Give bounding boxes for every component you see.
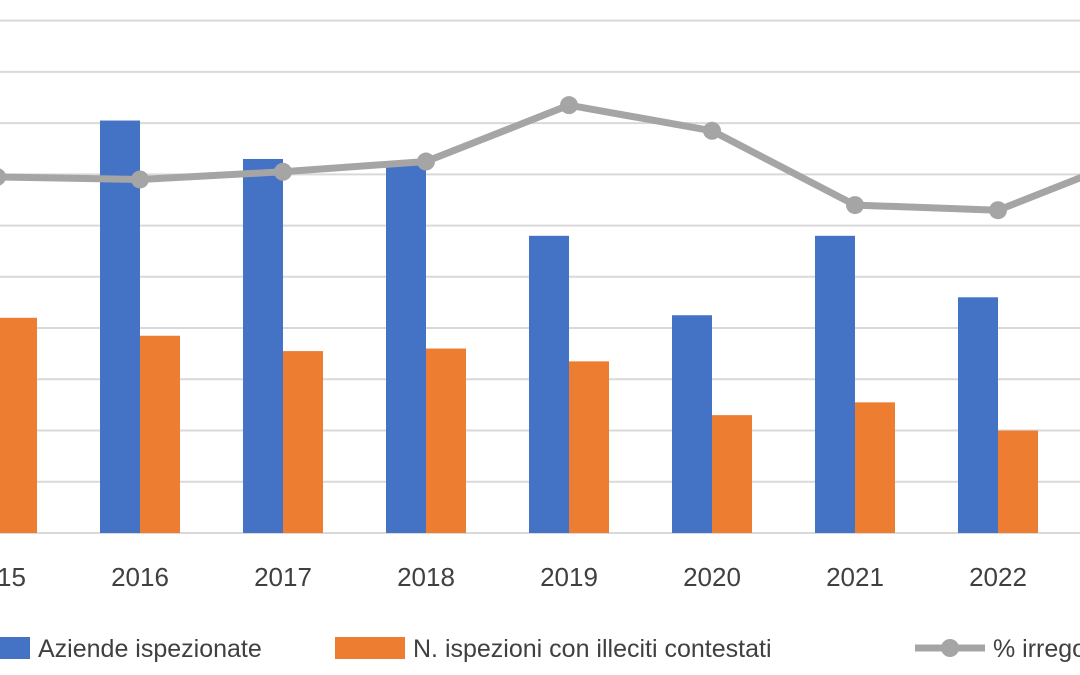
bar-ispezioni-illeciti-2016 xyxy=(140,335,180,533)
bar-ispezioni-illeciti-2018 xyxy=(426,348,466,533)
point-percent-irregolarita-2019 xyxy=(560,96,578,115)
bar-aziende-ispezionate-2016 xyxy=(100,120,140,534)
bar-aziende-ispezionate-2020 xyxy=(672,315,712,533)
point-percent-irregolarita-2022 xyxy=(989,201,1007,220)
x-tick-label-2018: 2018 xyxy=(397,562,455,592)
legend-swatch-marker xyxy=(941,639,959,657)
line-percent-irregolarita xyxy=(0,101,1080,214)
bar-aziende-ispezionate-2022 xyxy=(958,297,998,533)
x-tick-label-2017: 2017 xyxy=(254,562,312,592)
bar-ispezioni-illeciti-2020 xyxy=(712,415,752,533)
point-percent-irregolarita-2018 xyxy=(417,152,435,171)
bar-ispezioni-illeciti-2022 xyxy=(998,430,1038,533)
x-axis-ticks: 201520162017201820192020202120222023 xyxy=(0,562,1027,592)
legend-item-1: N. ispezioni con illeciti contestati xyxy=(335,635,772,663)
bar-aziende-ispezionate-2019 xyxy=(529,235,569,534)
legend: Aziende ispezionate N. ispezioni con ille… xyxy=(0,635,1080,663)
bar-ispezioni-illeciti-2015 xyxy=(0,317,37,533)
point-percent-irregolarita-2020 xyxy=(703,121,721,140)
x-tick-label-2015: 2015 xyxy=(0,562,26,592)
bar-ispezioni-illeciti-2019 xyxy=(569,361,609,533)
legend-label: % irregolarità xyxy=(993,635,1080,663)
legend-swatch xyxy=(0,637,30,659)
point-percent-irregolarita-2016 xyxy=(131,170,149,189)
bars xyxy=(0,120,1038,534)
bar-aziende-ispezionate-2018 xyxy=(386,161,426,533)
point-percent-irregolarita-2015 xyxy=(0,168,6,186)
point-percent-irregolarita-2021 xyxy=(846,196,864,215)
legend-item-0: Aziende ispezionate xyxy=(0,635,262,663)
x-tick-label-2019: 2019 xyxy=(540,562,598,592)
bar-aziende-ispezionate-2017 xyxy=(243,158,283,533)
bar-aziende-ispezionate-2021 xyxy=(815,235,855,534)
legend-item-2: % irregolarità xyxy=(915,635,1080,663)
line-series xyxy=(0,96,1080,220)
bar-ispezioni-illeciti-2021 xyxy=(855,402,895,533)
x-tick-label-2016: 2016 xyxy=(111,562,169,592)
x-tick-label-2021: 2021 xyxy=(826,562,884,592)
x-tick-label-2020: 2020 xyxy=(683,562,741,592)
x-tick-label-2022: 2022 xyxy=(969,562,1027,592)
point-percent-irregolarita-2017 xyxy=(274,162,292,181)
legend-label: Aziende ispezionate xyxy=(38,635,262,663)
legend-label: N. ispezioni con illeciti contestati xyxy=(413,635,772,663)
bar-ispezioni-illeciti-2017 xyxy=(283,351,323,533)
legend-swatch xyxy=(335,637,405,659)
